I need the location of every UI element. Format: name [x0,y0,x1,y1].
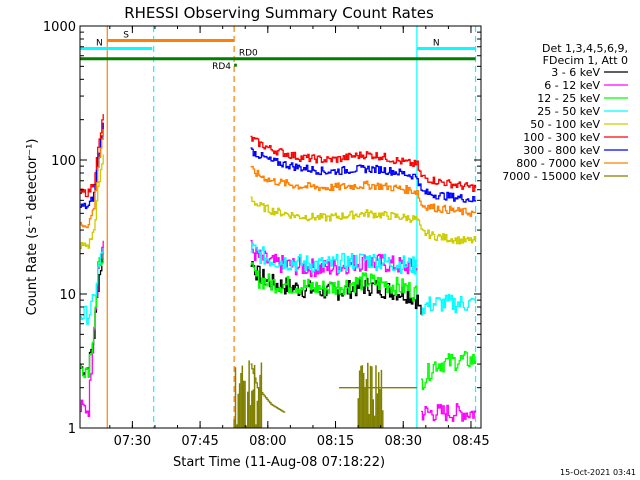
series-line [80,129,104,229]
legend-label: 25 - 50 keV [537,105,600,118]
y-tick-label: 1 [68,422,76,437]
series-line [250,135,477,192]
y-tick-label: 10 [59,288,76,303]
x-tick-label: 08:15 [317,434,354,449]
series-line [421,350,477,391]
flag-label: RD4 [212,62,231,72]
series-line [80,248,104,379]
footer-timestamp: 15-Oct-2021 03:41 [560,468,636,477]
legend-label: 800 - 7000 keV [516,157,600,170]
legend: Det 1,3,4,5,6,9, FDecim 1, Att 0 3 - 6 k… [502,42,628,183]
chart-title: RHESSI Observing Summary Count Rates [124,4,434,22]
legend-header-2: FDecim 1, Att 0 [543,54,628,67]
legend-label: 7000 - 15000 keV [502,170,600,183]
series-line [250,196,477,245]
x-tick-label: 08:00 [249,434,286,449]
series-line [250,242,418,275]
x-tick-label: 07:45 [181,434,218,449]
series-line [250,147,477,203]
flag-label: S [123,30,129,40]
flag-label: N [433,38,440,48]
flag-label: N [96,38,103,48]
legend-label: 12 - 25 keV [537,92,600,105]
legend-label: 300 - 800 keV [523,144,600,157]
y-axis-label: Count Rate (s⁻¹ detector⁻¹) [25,139,40,316]
x-axis-label: Start Time (11-Aug-08 07:18:22) [173,455,385,470]
series-line [250,363,286,413]
legend-label: 6 - 12 keV [544,79,600,92]
legend-header-1: Det 1,3,4,5,6,9, [542,42,628,55]
y-tick-label: 100 [51,154,76,169]
series-line [80,248,104,325]
legend-label: 100 - 300 keV [523,131,600,144]
plot-frame [79,25,482,429]
legend-label: 50 - 100 keV [530,118,600,131]
x-tick-label: 08:45 [452,434,489,449]
series-line [250,165,477,217]
x-tick-label: 07:30 [114,434,151,449]
y-tick-label: 1000 [43,20,76,35]
flag-label: RD0 [239,49,258,59]
series-line [80,122,104,210]
series-line [80,114,104,198]
series-line [421,294,477,316]
series-line [250,262,418,302]
legend-label: 3 - 6 keV [551,66,600,79]
x-tick-label: 08:30 [385,434,422,449]
series-line [421,403,477,422]
series-line [80,154,104,250]
